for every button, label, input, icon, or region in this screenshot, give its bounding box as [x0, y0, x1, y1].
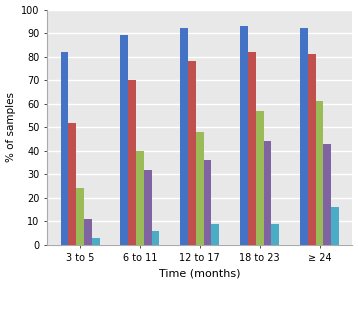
- Bar: [300, 28, 308, 245]
- X-axis label: Time (months): Time (months): [159, 268, 241, 278]
- Bar: [180, 28, 188, 245]
- Bar: [144, 170, 151, 245]
- Bar: [188, 61, 196, 245]
- Bar: [61, 52, 68, 245]
- Bar: [151, 231, 159, 245]
- Bar: [84, 219, 92, 245]
- Bar: [120, 35, 128, 245]
- Bar: [212, 224, 219, 245]
- Bar: [271, 224, 279, 245]
- Bar: [308, 54, 316, 245]
- Bar: [256, 111, 263, 245]
- Bar: [136, 151, 144, 245]
- Bar: [128, 80, 136, 245]
- Bar: [240, 26, 248, 245]
- Bar: [316, 101, 323, 245]
- Bar: [331, 207, 339, 245]
- Bar: [76, 188, 84, 245]
- Bar: [323, 144, 331, 245]
- Bar: [263, 141, 271, 245]
- Bar: [248, 52, 256, 245]
- Bar: [68, 122, 76, 245]
- Bar: [204, 160, 212, 245]
- Bar: [196, 132, 204, 245]
- Y-axis label: % of samples: % of samples: [6, 92, 15, 162]
- Bar: [92, 238, 100, 245]
